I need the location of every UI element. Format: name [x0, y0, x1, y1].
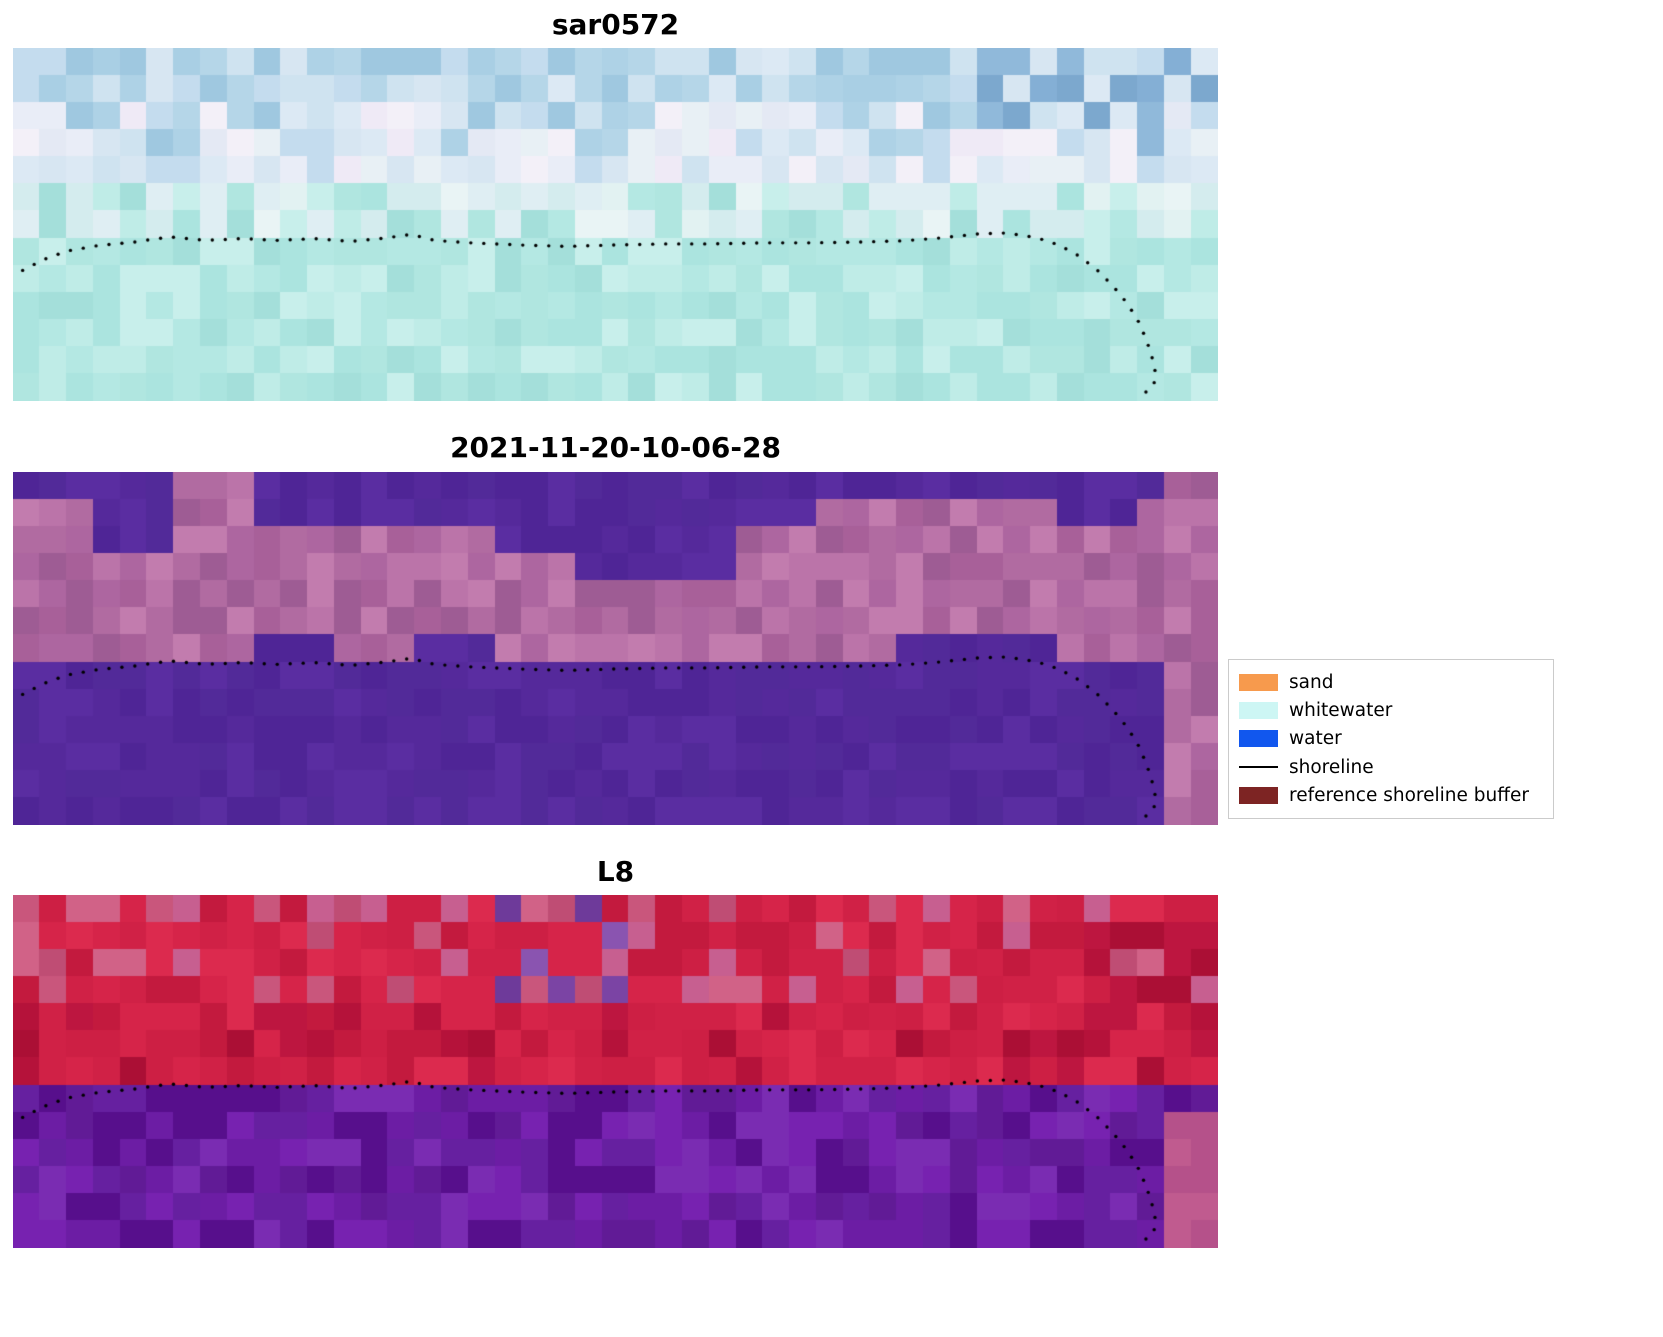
legend-label: whitewater: [1289, 700, 1393, 722]
legend-label: reference shoreline buffer: [1289, 785, 1529, 807]
panel-title-classified: 2021-11-20-10-06-28: [450, 431, 781, 464]
legend: sand whitewater water shoreline reference sh…: [1228, 659, 1554, 819]
legend-label: shoreline: [1289, 756, 1374, 778]
legend-reference-swatch: [1239, 787, 1278, 805]
legend-whitewater-swatch: [1239, 702, 1278, 720]
legend-entry: whitewater: [1239, 696, 1543, 724]
legend-entry: shoreline: [1239, 753, 1543, 781]
panel-title-sar: sar0572: [551, 8, 680, 41]
legend-entry: sand: [1239, 668, 1543, 696]
sar-image-canvas: [13, 48, 1218, 401]
legend-sand-swatch: [1239, 673, 1278, 691]
legend-label: sand: [1289, 671, 1334, 693]
panel-title-l8: L8: [596, 855, 635, 888]
legend-entry: water: [1239, 725, 1543, 753]
legend-entry: reference shoreline buffer: [1239, 782, 1543, 810]
legend-shoreline-line-swatch: [1239, 766, 1278, 769]
legend-water-swatch: [1239, 730, 1278, 748]
classified-image-canvas: [13, 472, 1218, 825]
legend-label: water: [1289, 728, 1342, 750]
l8-image-canvas: [13, 895, 1218, 1248]
